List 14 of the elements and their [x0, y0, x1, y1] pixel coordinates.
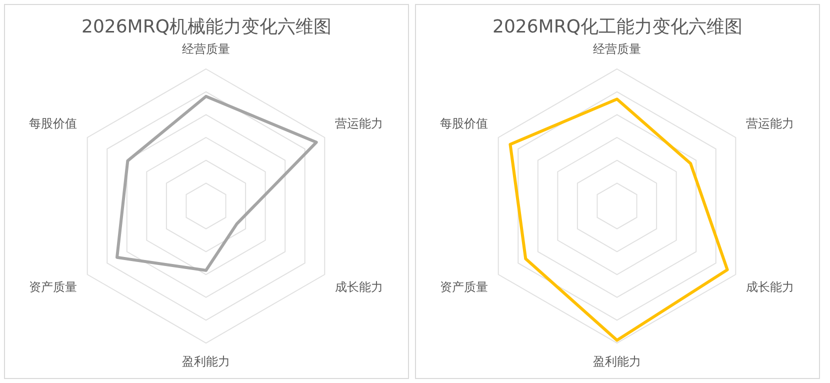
chart-title: 2026MRQ化工能力变化六维图: [492, 16, 743, 38]
spoke-label: 资产质量: [28, 280, 77, 294]
chart-title: 2026MRQ机械能力变化六维图: [81, 16, 332, 38]
spoke-label: 盈利能力: [593, 354, 641, 368]
spoke-label: 经营质量: [182, 42, 230, 56]
spoke-label: 经营质量: [593, 42, 641, 56]
spoke-label: 营运能力: [335, 116, 384, 130]
spoke-label: 成长能力: [746, 280, 794, 294]
spoke-label: 盈利能力: [182, 354, 230, 368]
spoke-label: 每股价值: [28, 116, 77, 130]
spoke-label: 成长能力: [335, 280, 384, 294]
spoke-label: 资产质量: [440, 280, 488, 294]
spoke-label: 营运能力: [746, 116, 794, 130]
spoke-label: 每股价值: [440, 116, 488, 130]
